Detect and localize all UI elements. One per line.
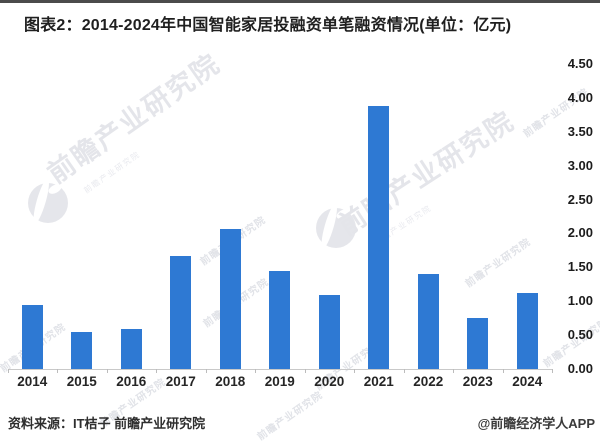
top-border-strip	[0, 0, 600, 3]
x-axis-label-2014: 2014	[17, 374, 48, 389]
watermark-tile: 前瞻产业研究院	[255, 389, 326, 443]
x-axis-label-2024: 2024	[512, 374, 543, 389]
x-axis-label-2021: 2021	[363, 374, 394, 389]
x-axis-label-2022: 2022	[413, 374, 444, 389]
bar-2024	[516, 293, 538, 369]
x-axis-tick	[106, 369, 108, 373]
x-axis-label-2017: 2017	[165, 374, 196, 389]
x-axis-tick	[304, 369, 306, 373]
x-axis-tick	[57, 369, 58, 373]
chart-title: 图表2：2014-2024年中国智能家居投融资单笔融资情况(单位：亿元)	[24, 17, 512, 34]
bar-2017	[170, 256, 192, 369]
bar-2018	[219, 229, 241, 369]
source-note: 资料来源：IT桔子 前瞻产业研究院	[8, 416, 206, 431]
x-axis-tick	[403, 369, 405, 373]
y-axis-label-2.50: 2.50	[567, 191, 593, 207]
qianzhan-logo-watermark-icon	[28, 183, 68, 223]
x-axis-tick	[453, 369, 454, 373]
bar-2022	[417, 274, 439, 369]
bar-2023	[467, 318, 489, 369]
y-axis-label-0.50: 0.50	[567, 327, 593, 343]
y-axis-label-3.00: 3.00	[567, 157, 593, 173]
y-axis-label-1.50: 1.50	[567, 259, 593, 275]
x-axis-label-2020: 2020	[314, 374, 345, 389]
x-axis-label-2016: 2016	[116, 374, 147, 389]
watermark-text: 前瞻产业研究院	[333, 105, 520, 242]
watermark-tile: 前瞻产业研究院	[463, 236, 534, 290]
bar-2019	[269, 271, 291, 369]
y-axis-label-0.00: 0.00	[567, 361, 593, 376]
x-axis-tick	[255, 369, 256, 373]
watermark-text: 前瞻产业研究院	[42, 48, 226, 190]
x-axis-label-2015: 2015	[66, 374, 97, 389]
x-axis-tick	[552, 369, 553, 373]
bar-2021	[368, 106, 390, 369]
bar-2015	[71, 332, 93, 369]
bar-2014	[21, 305, 43, 369]
x-axis-tick	[205, 369, 207, 373]
x-axis-tick	[7, 369, 9, 373]
bar-2020	[318, 295, 340, 369]
x-axis-tick	[502, 369, 504, 373]
x-axis-tick	[354, 369, 355, 373]
x-axis-tick	[156, 369, 157, 373]
y-axis-label-3.50: 3.50	[567, 123, 593, 139]
x-axis-label-2019: 2019	[264, 374, 295, 389]
y-axis-label-4.50: 4.50	[567, 56, 593, 71]
x-axis-line	[8, 369, 552, 370]
credit-note: @前瞻经济学人APP	[477, 416, 595, 431]
bar-2016	[120, 329, 142, 369]
y-axis-label-2.00: 2.00	[567, 225, 593, 241]
y-axis-label-1.00: 1.00	[567, 293, 593, 309]
x-axis-label-2023: 2023	[462, 374, 493, 389]
y-axis-label-4.00: 4.00	[567, 89, 593, 105]
qianzhan-logo-watermark-icon	[316, 208, 356, 248]
x-axis-label-2018: 2018	[215, 374, 246, 389]
